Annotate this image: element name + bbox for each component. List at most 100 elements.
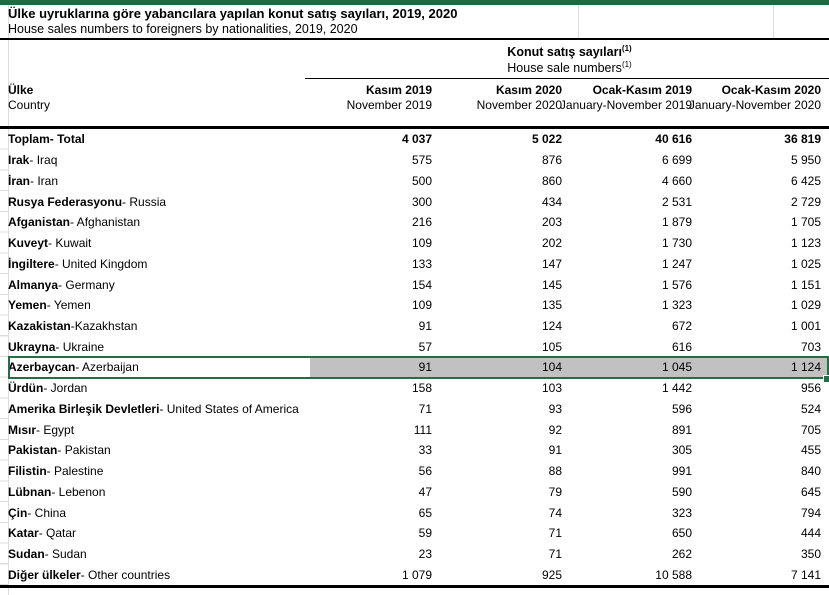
value-cell-jan-nov-2020[interactable]: 6 425	[790, 173, 821, 188]
value-cell-jan-nov-2020[interactable]: 794	[800, 505, 821, 520]
value-cell-nov-2019[interactable]: 133	[411, 256, 432, 271]
country-cell[interactable]: Ürdün - Jordan	[8, 378, 310, 399]
value-cell-jan-nov-2020[interactable]: 956	[800, 381, 821, 396]
value-cell-nov-2020[interactable]: 203	[541, 215, 562, 230]
country-cell[interactable]: Filistin - Palestine	[8, 461, 310, 482]
value-cell-nov-2019[interactable]: 65	[418, 505, 432, 520]
value-cell-jan-nov-2020[interactable]: 2 729	[790, 194, 821, 209]
value-cell-jan-nov-2019[interactable]: 1 442	[661, 381, 692, 396]
value-cell-nov-2020[interactable]: 202	[541, 236, 562, 251]
value-cell-nov-2019[interactable]: 575	[411, 153, 432, 168]
table-row[interactable]: İngiltere - United Kingdom 133 147 1 247…	[8, 253, 829, 274]
value-cell-nov-2019[interactable]: 91	[418, 318, 432, 333]
country-cell[interactable]: Pakistan - Pakistan	[8, 440, 310, 461]
value-cell-jan-nov-2019[interactable]: 1 323	[661, 298, 692, 313]
country-cell[interactable]: Lübnan - Lebenon	[8, 481, 310, 502]
value-cell-jan-nov-2020[interactable]: 5 950	[790, 153, 821, 168]
value-cell-jan-nov-2019[interactable]: 2 531	[661, 194, 692, 209]
country-cell[interactable]: Amerika Birleşik Devletleri - United Sta…	[8, 399, 310, 420]
table-row[interactable]: Mısır - Egypt 111 92 891 705	[8, 419, 829, 440]
value-cell-jan-nov-2020[interactable]: 1 151	[790, 277, 821, 292]
table-row[interactable]: Azerbaycan - Azerbaijan 91 104 1 045 1 1…	[8, 356, 829, 382]
table-row[interactable]: Pakistan - Pakistan 33 91 305 455	[8, 440, 829, 461]
value-cell-nov-2020[interactable]: 88	[548, 464, 562, 479]
value-cell-jan-nov-2019[interactable]: 1 045	[570, 357, 700, 378]
value-cell-jan-nov-2020[interactable]: 705	[800, 422, 821, 437]
value-cell-nov-2020[interactable]: 79	[548, 484, 562, 499]
value-cell-jan-nov-2019[interactable]: 672	[671, 318, 692, 333]
value-cell-nov-2020[interactable]: 925	[541, 567, 562, 582]
value-cell-nov-2020[interactable]: 145	[541, 277, 562, 292]
value-cell-nov-2020[interactable]: 74	[548, 505, 562, 520]
value-cell-jan-nov-2020[interactable]: 455	[800, 443, 821, 458]
value-cell-nov-2019[interactable]: 109	[411, 298, 432, 313]
table-row[interactable]: Ukrayna - Ukraine 57 105 616 703	[8, 336, 829, 357]
table-row[interactable]: Ürdün - Jordan 158 103 1 442 956	[8, 378, 829, 399]
value-cell-nov-2020[interactable]: 71	[548, 547, 562, 562]
value-cell-jan-nov-2020[interactable]: 1 025	[790, 256, 821, 271]
value-cell-jan-nov-2020[interactable]: 1 705	[790, 215, 821, 230]
value-cell-nov-2020[interactable]: 147	[541, 256, 562, 271]
column-header-jan-nov-2019[interactable]: Ocak-Kasım 2019 January-November 2019	[560, 83, 692, 112]
country-cell[interactable]: Rusya Federasyonu - Russia	[8, 191, 310, 212]
value-cell-jan-nov-2019[interactable]: 596	[671, 401, 692, 416]
country-cell[interactable]: İran - Iran	[8, 170, 310, 191]
table-row[interactable]: Kazakistan -Kazakhstan 91 124 672 1 001	[8, 316, 829, 337]
value-cell-nov-2020[interactable]: 135	[541, 298, 562, 313]
value-cell-nov-2020[interactable]: 93	[548, 401, 562, 416]
value-cell-jan-nov-2020[interactable]: 1 029	[790, 298, 821, 313]
value-cell-jan-nov-2019[interactable]: 1 247	[661, 256, 692, 271]
value-cell-nov-2019[interactable]: 154	[411, 277, 432, 292]
country-cell[interactable]: Kuveyt - Kuwait	[8, 233, 310, 254]
value-cell-jan-nov-2020[interactable]: 1 124	[700, 357, 829, 378]
value-cell-jan-nov-2019[interactable]: 6 699	[661, 153, 692, 168]
value-cell-jan-nov-2020[interactable]: 645	[800, 484, 821, 499]
column-header-nov-2020[interactable]: Kasım 2020 November 2020	[477, 83, 562, 112]
value-cell-jan-nov-2019[interactable]: 323	[671, 505, 692, 520]
table-row[interactable]: Filistin - Palestine 56 88 991 840	[8, 461, 829, 482]
value-cell-nov-2020[interactable]: 434	[541, 194, 562, 209]
value-cell-nov-2020[interactable]: 860	[541, 173, 562, 188]
value-cell-jan-nov-2019[interactable]: 590	[671, 484, 692, 499]
value-cell-nov-2020[interactable]: 5 022	[531, 132, 562, 147]
value-cell-nov-2020[interactable]: 124	[541, 318, 562, 333]
value-cell-jan-nov-2019[interactable]: 616	[671, 339, 692, 354]
value-cell-jan-nov-2020[interactable]: 840	[800, 464, 821, 479]
country-cell[interactable]: Toplam - Total	[8, 129, 310, 150]
selection-fill-handle[interactable]	[823, 374, 829, 382]
value-cell-nov-2019[interactable]: 109	[411, 236, 432, 251]
value-cell-nov-2020[interactable]: 91	[548, 443, 562, 458]
value-cell-jan-nov-2020[interactable]: 703	[800, 339, 821, 354]
value-cell-nov-2019[interactable]: 4 037	[401, 132, 432, 147]
value-cell-nov-2019[interactable]: 59	[418, 526, 432, 541]
country-cell[interactable]: Irak - Iraq	[8, 150, 310, 171]
value-cell-nov-2019[interactable]: 47	[418, 484, 432, 499]
table-row[interactable]: Afganistan - Afghanistan 216 203 1 879 1…	[8, 212, 829, 233]
value-cell-jan-nov-2020[interactable]: 444	[800, 526, 821, 541]
value-cell-jan-nov-2019[interactable]: 262	[671, 547, 692, 562]
country-cell[interactable]: Katar - Qatar	[8, 523, 310, 544]
value-cell-nov-2019[interactable]: 23	[418, 547, 432, 562]
value-cell-nov-2020[interactable]: 103	[541, 381, 562, 396]
table-row[interactable]: Yemen - Yemen 109 135 1 323 1 029	[8, 295, 829, 316]
country-cell[interactable]: İngiltere - United Kingdom	[8, 253, 310, 274]
country-cell[interactable]: Çin - China	[8, 502, 310, 523]
value-cell-jan-nov-2020[interactable]: 7 141	[790, 567, 821, 582]
table-row[interactable]: Sudan - Sudan 23 71 262 350	[8, 544, 829, 565]
value-cell-jan-nov-2019[interactable]: 1 576	[661, 277, 692, 292]
table-row[interactable]: Lübnan - Lebenon 47 79 590 645	[8, 481, 829, 502]
value-cell-nov-2020[interactable]: 104	[440, 357, 570, 378]
country-cell[interactable]: Almanya - Germany	[8, 274, 310, 295]
value-cell-jan-nov-2019[interactable]: 1 730	[661, 236, 692, 251]
value-cell-nov-2019[interactable]: 57	[418, 339, 432, 354]
table-row[interactable]: İran - Iran 500 860 4 660 6 425	[8, 170, 829, 191]
value-cell-nov-2020[interactable]: 876	[541, 153, 562, 168]
table-row[interactable]: Katar - Qatar 59 71 650 444	[8, 523, 829, 544]
value-cell-nov-2019[interactable]: 91	[310, 357, 440, 378]
country-cell[interactable]: Kazakistan -Kazakhstan	[8, 316, 310, 337]
value-cell-jan-nov-2020[interactable]: 1 123	[790, 236, 821, 251]
value-cell-jan-nov-2020[interactable]: 36 819	[784, 132, 821, 147]
table-row[interactable]: Diğer ülkeler - Other countries 1 079 92…	[8, 564, 829, 585]
value-cell-nov-2019[interactable]: 56	[418, 464, 432, 479]
value-cell-jan-nov-2019[interactable]: 991	[671, 464, 692, 479]
